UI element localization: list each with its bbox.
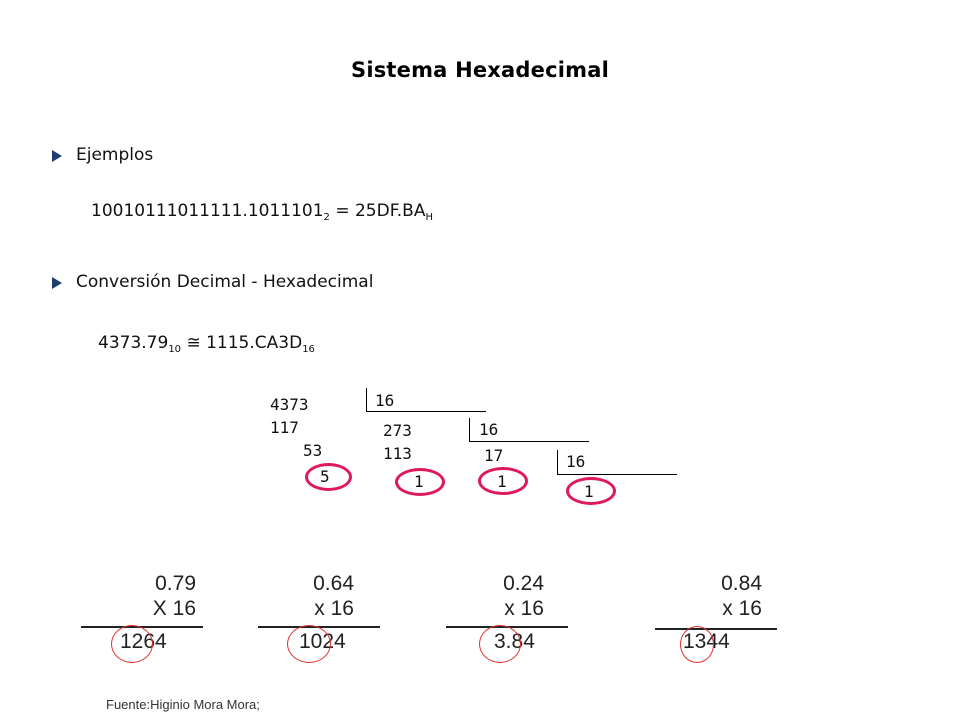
multiplier: x 16 — [504, 597, 544, 620]
conversion-equation: 4373.7910 ≅ 1115.CA3D16 — [98, 333, 315, 355]
decimal-value: 4373.79 — [98, 333, 169, 353]
remainder-1: 1 — [497, 472, 507, 491]
division-bracket — [469, 418, 470, 442]
division-bracket — [557, 474, 677, 475]
decimal-base: 10 — [168, 344, 182, 355]
digit-circle — [111, 625, 153, 663]
bullet-arrow-icon — [52, 277, 62, 289]
partial-113: 113 — [383, 444, 412, 463]
remainder-circle — [566, 477, 616, 505]
dividend-4373: 4373 — [270, 395, 309, 414]
divisor-16: 16 — [479, 420, 499, 439]
remainder-circle — [305, 463, 352, 491]
digit-circle — [287, 625, 331, 663]
division-bracket — [557, 450, 558, 474]
remainder-5: 5 — [320, 467, 330, 486]
result-line — [655, 628, 777, 630]
multiplier: X 16 — [152, 597, 196, 620]
slide-title: Sistema Hexadecimal — [351, 58, 609, 82]
quotient-273: 273 — [383, 421, 412, 440]
multiplier: x 16 — [722, 597, 762, 620]
bullet-ejemplos: Ejemplos — [76, 145, 154, 165]
approx-equal-sign: ≅ — [181, 333, 207, 353]
remainder-circle — [395, 468, 445, 496]
quotient-17: 17 — [484, 446, 504, 465]
hex-result-base: 16 — [302, 344, 315, 355]
hex-result: 1115.CA3D — [206, 333, 303, 353]
division-bracket — [469, 441, 589, 442]
division-bracket — [366, 388, 367, 412]
hex-value: 25DF.BA — [354, 201, 426, 221]
remainder-circle — [478, 467, 528, 495]
remainder-1: 1 — [414, 472, 424, 491]
fraction-value: 0.79 — [155, 572, 196, 595]
binary-base: 2 — [323, 212, 330, 223]
divisor-16: 16 — [375, 391, 395, 410]
binary-value: 10010111011111.1011101 — [91, 201, 324, 221]
divisor-16: 16 — [566, 452, 586, 471]
final-quotient-1: 1 — [584, 482, 594, 501]
multiplier: x 16 — [314, 597, 354, 620]
equals-sign: = — [329, 201, 355, 221]
digit-circle — [680, 626, 714, 663]
fraction-value: 0.84 — [721, 572, 762, 595]
source-citation: Fuente:Higinio Mora Mora; — [106, 697, 260, 712]
division-bracket — [366, 411, 486, 412]
fraction-value: 0.24 — [503, 572, 544, 595]
partial-117: 117 — [270, 418, 299, 437]
bullet-conversion: Conversión Decimal - Hexadecimal — [76, 272, 374, 292]
bullet-arrow-icon — [52, 150, 62, 162]
partial-53: 53 — [303, 441, 323, 460]
hex-base: H — [425, 212, 433, 223]
fraction-value: 0.64 — [313, 572, 354, 595]
digit-circle — [479, 625, 521, 663]
example-equation: 10010111011111.10111012 = 25DF.BAH — [91, 201, 433, 223]
